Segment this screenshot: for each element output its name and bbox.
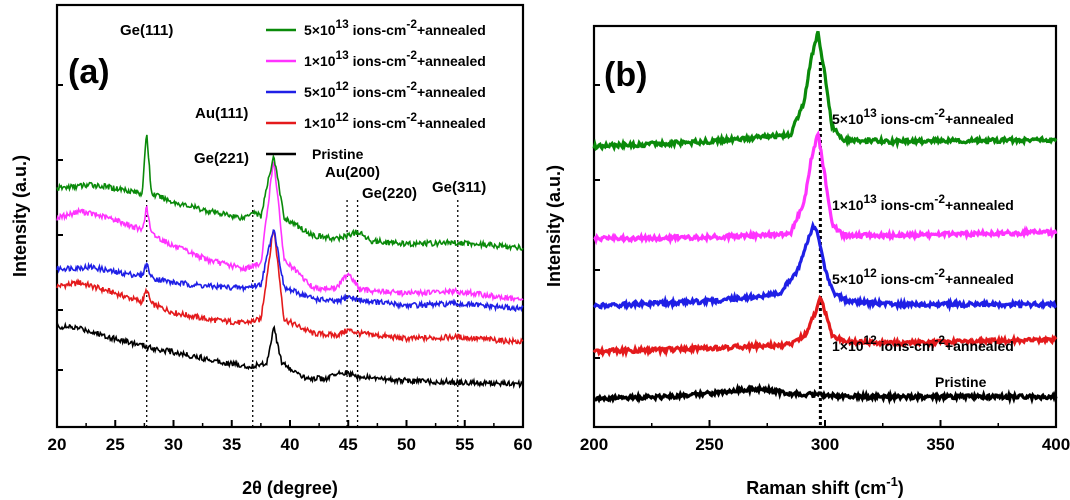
panel-a-xtick-label: 60 (514, 435, 533, 454)
panel-a-xtick-label: 25 (106, 435, 125, 454)
panel-a-peak-label: Ge(220) (362, 185, 417, 202)
panel-a-peak-label: Ge(311) (432, 179, 486, 196)
panel-a-series-line (56, 229, 524, 346)
panel-b-series-line (594, 382, 1058, 406)
panel-b-xtick-label: 350 (926, 435, 954, 454)
panel-a-series-line (56, 161, 524, 303)
panel-b-label: (b) (604, 56, 647, 94)
panel-a-xlabel: 2θ (degree) (242, 478, 338, 498)
panel-b-xtick-label: 250 (695, 435, 723, 454)
panel-a-label: (a) (68, 53, 110, 91)
panel-b-series-label: 1×1012 ions-cm-2+annealed (832, 333, 1014, 354)
panel-a-ylabel: Intensity (a.u.) (10, 155, 30, 277)
panel-a-xtick-label: 50 (397, 435, 416, 454)
panel-a-series-line (56, 321, 524, 390)
legend-label: 5×1013 ions-cm-2+annealed (304, 17, 486, 38)
legend-label: 1×1013 ions-cm-2+annealed (304, 48, 486, 69)
panel-b-series-line (593, 130, 1058, 246)
panel-b-series-label: 5×1013 ions-cm-2+annealed (832, 106, 1014, 127)
panel-a-peak-label: Ge(221) (194, 150, 249, 167)
panel-b-series-line (592, 294, 1058, 359)
panel-b-series-label: Pristine (935, 374, 987, 390)
panel-a-legend: 5×1013 ions-cm-2+annealed 1×1013 ions-cm-… (266, 17, 486, 162)
panel-b-series-label: 5×1012 ions-cm-2+annealed (832, 266, 1014, 287)
panel-a-xtick-label: 35 (222, 435, 241, 454)
panel-b-series-label: 1×1013 ions-cm-2+annealed (832, 192, 1014, 213)
panel-a-peak-label: Au(111) (195, 105, 248, 122)
panel-b-series-line (592, 30, 1058, 153)
panel-b-series-line (592, 220, 1057, 313)
panel-a-series-line (56, 134, 524, 252)
panel-a-xtick-label: 55 (455, 435, 474, 454)
panel-b-ylabel: Intensity (a.u.) (544, 165, 564, 287)
panel-a-peak-label: Au(200) (325, 164, 380, 181)
legend-label: 5×1012 ions-cm-2+annealed (304, 79, 486, 100)
panel-a-xtick-label: 40 (281, 435, 300, 454)
legend-label: 1×1012 ions-cm-2+annealed (304, 110, 486, 131)
panel-b-xtick-label: 200 (580, 435, 608, 454)
panel-b-xtick-label: 400 (1042, 435, 1070, 454)
panel-a-peak-label: Ge(111) (120, 22, 173, 39)
panel-a-xtick-label: 20 (48, 435, 67, 454)
panel-a-series-line (56, 229, 524, 313)
legend-label: Pristine (312, 146, 364, 162)
panel-a-xtick-label: 45 (339, 435, 358, 454)
panel-a-xtick-label: 30 (164, 435, 183, 454)
panel-b-xlabel: Raman shift (cm-1) (746, 474, 904, 498)
panel-a: 20 25 30 35 40 45 50 55 60 Ge(111) Au(111) Ge(221)… (10, 3, 533, 498)
panel-b-xtick-label: 300 (811, 435, 839, 454)
panel-b: 200 250 300 350 400 Pristine 1×1012 ions-cm-2… (544, 24, 1070, 498)
